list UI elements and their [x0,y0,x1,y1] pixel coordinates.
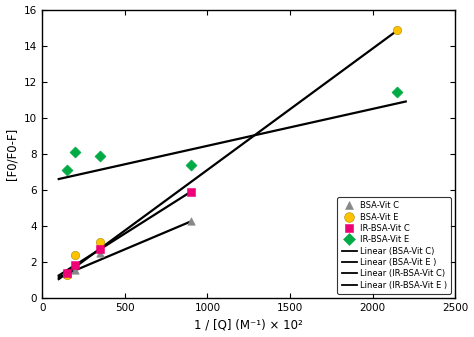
Point [72,267,79,273]
Point [63,271,71,276]
Point [72,262,79,267]
Point [187,189,195,194]
Point [72,149,79,155]
Point [63,272,71,277]
Point [96,154,104,159]
Point [187,162,195,167]
Point [72,252,79,257]
Point [63,270,71,275]
Point [96,240,104,245]
X-axis label: 1 / [Q] (M⁻¹) × 10²: 1 / [Q] (M⁻¹) × 10² [194,318,303,332]
Point [187,219,195,224]
Point [63,167,71,173]
Point [394,28,401,33]
Legend: BSA-Vit C, BSA-Vit E, IR-BSA-Vit C, IR-BSA-Vit E, Linear (BSA-Vit C), Linear (BS: BSA-Vit C, BSA-Vit E, IR-BSA-Vit C, IR-B… [337,197,451,294]
Point [394,89,401,94]
Y-axis label: [F0/F0-F]: [F0/F0-F] [6,128,18,180]
Point [96,250,104,256]
Point [96,247,104,252]
